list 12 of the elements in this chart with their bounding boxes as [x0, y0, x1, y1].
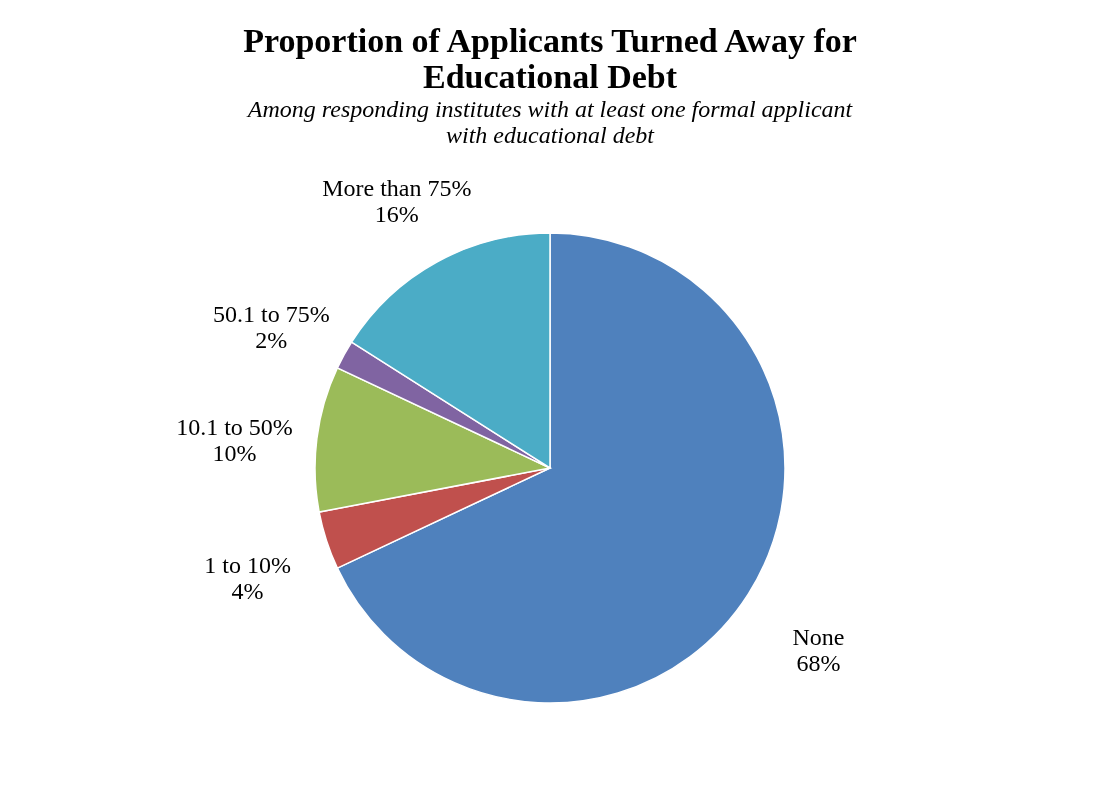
slice-label: 10.1 to 50% — [176, 414, 293, 441]
slice-label: None — [792, 624, 845, 651]
chart-subtitle: Among responding institutes with at least one formal applicant with educational debt — [245, 96, 854, 148]
data-label: 2% — [255, 326, 288, 353]
slice-label: 50.1 to 75% — [213, 300, 330, 327]
data-label: 16% — [374, 201, 419, 228]
data-label: 10% — [212, 440, 257, 467]
data-label: 4% — [231, 578, 264, 605]
data-label: 68% — [796, 650, 841, 677]
chart-title: Proportion of Applicants Turned Away for Educational Debt — [243, 22, 857, 95]
slice-label: 1 to 10% — [204, 552, 291, 579]
slice-label: More than 75% — [322, 175, 472, 202]
